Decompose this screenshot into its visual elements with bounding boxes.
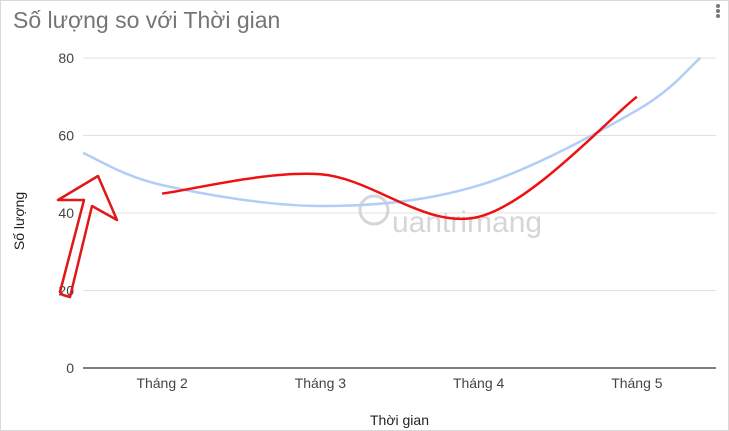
x-tick-label: Tháng 2 (136, 375, 188, 391)
lightbulb-logo-icon (358, 194, 390, 226)
trendline (82, 57, 701, 208)
x-tick-labels: Tháng 2 Tháng 3 Tháng 4 Tháng 5 (136, 375, 662, 391)
gridlines (83, 57, 716, 369)
x-tick-label: Tháng 4 (453, 375, 505, 391)
y-tick-label: 0 (66, 360, 74, 376)
chart-title: Số lượng so với Thời gian (13, 7, 281, 33)
y-tick-label: 40 (58, 205, 74, 221)
y-tick-label: 80 (58, 50, 74, 66)
watermark-logo: uantrimang (358, 194, 542, 239)
arrow-annotation (56, 174, 119, 299)
x-axis-title: Thời gian (370, 412, 429, 428)
x-tick-label: Tháng 3 (295, 375, 347, 391)
kebab-menu-icon[interactable] (714, 4, 722, 20)
x-tick-label: Tháng 5 (611, 375, 663, 391)
y-tick-label: 60 (58, 128, 74, 144)
watermark-text: uantrimang (392, 206, 542, 239)
y-axis-title: Số lượng (11, 192, 27, 250)
series-line (161, 95, 638, 221)
